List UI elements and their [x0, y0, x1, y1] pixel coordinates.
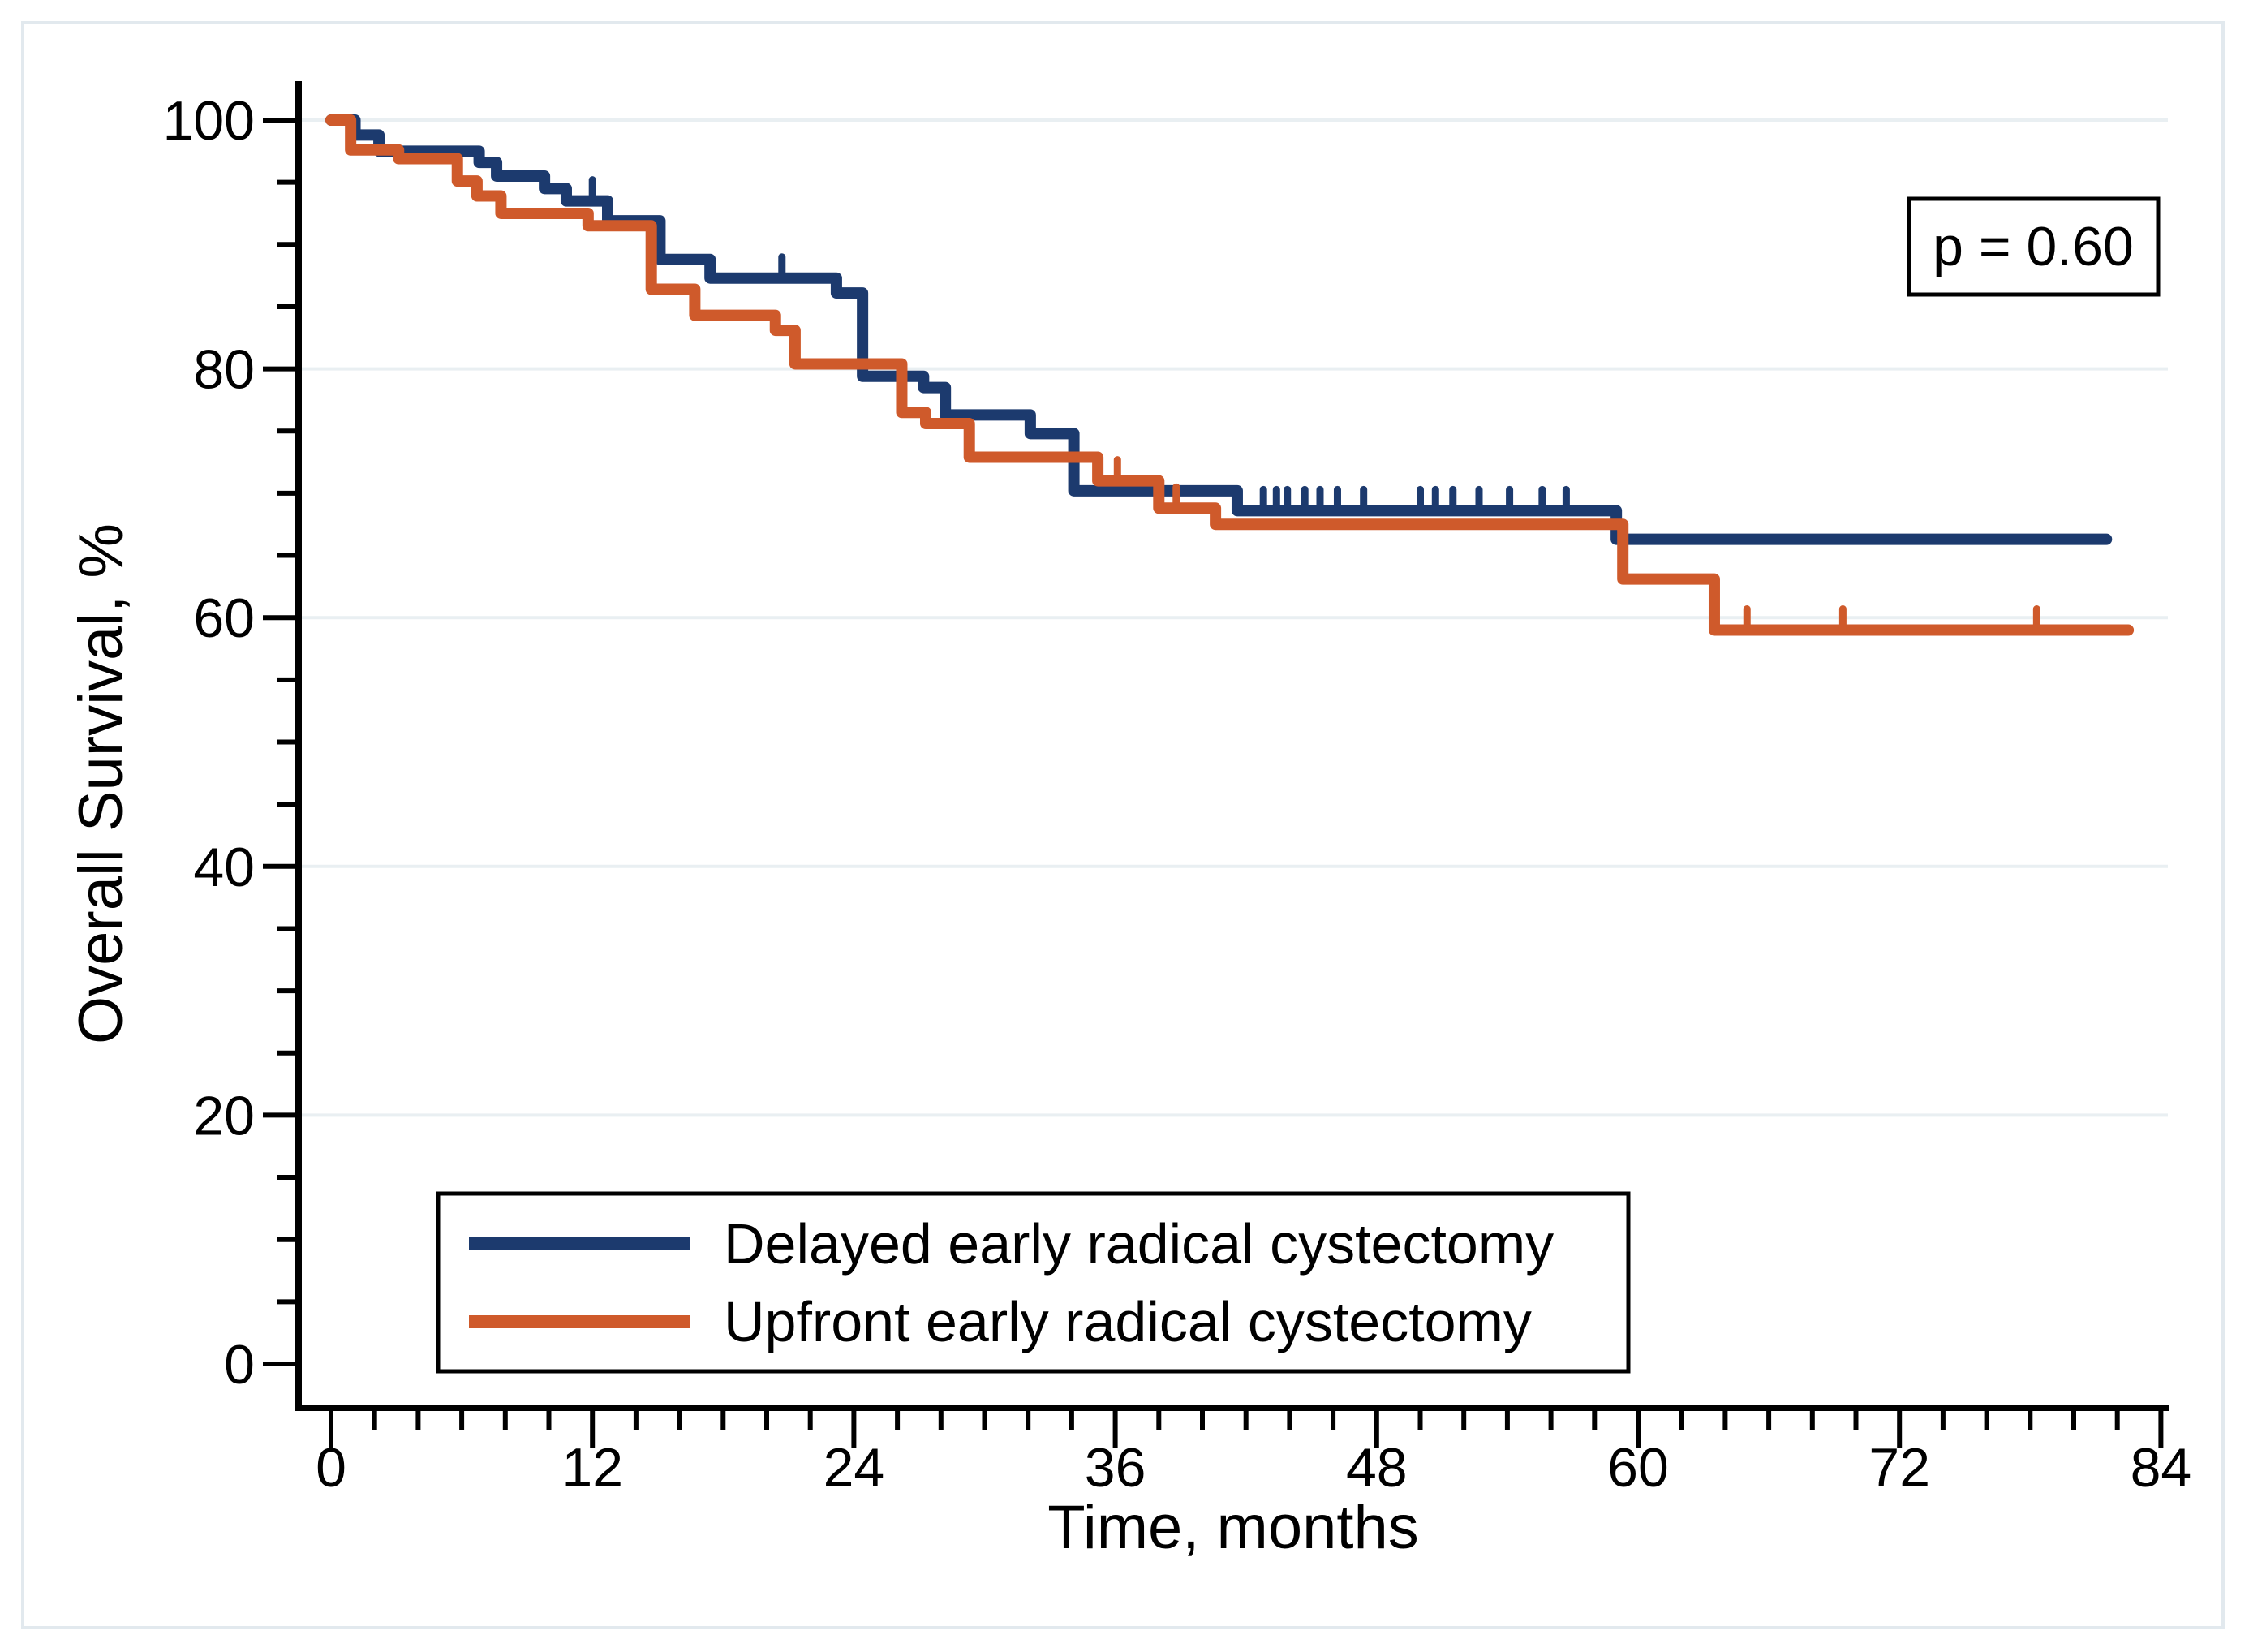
x-tick-label-48: 48 [1346, 1437, 1408, 1499]
y-tick-label-0: 0 [224, 1334, 255, 1396]
survival-curves [325, 114, 2135, 636]
x-axis-title: Time, months [1047, 1493, 1419, 1562]
y-axis-ticks [263, 118, 295, 1366]
y-tick-label-40: 40 [193, 837, 255, 898]
x-axis-ticks [329, 1411, 2164, 1448]
x-tick-label-12: 12 [561, 1437, 623, 1499]
axes [295, 81, 2169, 1411]
gridlines [302, 118, 2168, 1117]
legend-label-upfront: Upfront early radical cystectomy [724, 1290, 1532, 1353]
figure-border [21, 21, 2225, 1629]
x-tick-label-84: 84 [2131, 1437, 2192, 1499]
censor-ticks-upfront [1113, 456, 2040, 635]
legend-label-delayed: Delayed early radical cystectomy [724, 1212, 1554, 1276]
y-tick-label-100: 100 [163, 90, 255, 152]
censor-ticks-delayed [588, 176, 1570, 514]
p-value-box: p = 0.60 [1907, 196, 2161, 297]
km-curve-delayed [325, 114, 2113, 545]
km-curve-upfront [325, 114, 2135, 636]
y-axis-title: Overall Survival, % [67, 523, 135, 1044]
x-tick-label-72: 72 [1868, 1437, 1930, 1499]
x-tick-label-24: 24 [823, 1437, 885, 1499]
p-value-text: p = 0.60 [1933, 216, 2134, 277]
y-tick-label-80: 80 [193, 339, 255, 401]
x-axis-tick-labels: 0 12 24 36 48 60 72 84 [316, 1437, 2191, 1499]
x-tick-label-0: 0 [316, 1437, 346, 1499]
legend-box [436, 1191, 1631, 1374]
y-tick-label-60: 60 [193, 587, 255, 649]
p-value-border [1907, 196, 2161, 297]
y-tick-label-20: 20 [193, 1085, 255, 1147]
x-tick-label-60: 60 [1607, 1437, 1669, 1499]
y-axis-tick-labels: 0 20 40 60 80 100 [163, 90, 255, 1396]
x-tick-label-36: 36 [1085, 1437, 1146, 1499]
legend: Delayed early radical cystectomy Upfront… [436, 1191, 1631, 1374]
